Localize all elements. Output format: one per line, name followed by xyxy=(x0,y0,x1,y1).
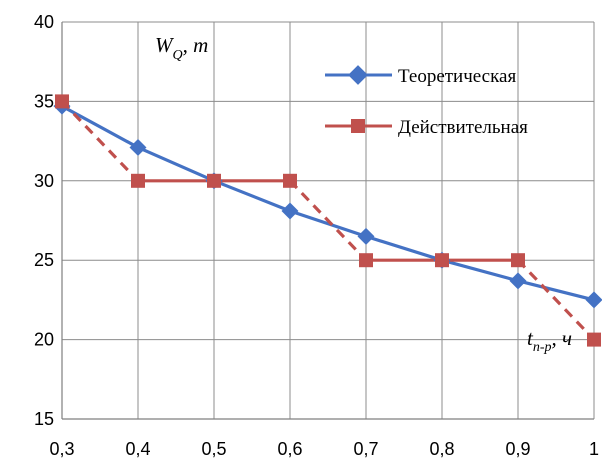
x-tick-label: 0,7 xyxy=(353,439,378,459)
point-actual xyxy=(435,253,449,268)
legend-square-marker xyxy=(351,119,365,133)
y-tick-label: 30 xyxy=(34,171,54,191)
x-tick-label: 0,3 xyxy=(49,439,74,459)
point-theoretical xyxy=(129,138,147,156)
point-actual xyxy=(207,173,221,188)
point-actual xyxy=(283,173,297,188)
point-theoretical xyxy=(509,272,527,290)
series-segment-actual xyxy=(60,100,140,182)
y-tick-label: 35 xyxy=(34,91,54,111)
series-line-theoretical xyxy=(61,104,595,302)
point-actual xyxy=(359,253,373,268)
legend-item-theoretical: Теоретическая xyxy=(325,65,516,87)
legend-label: Теоретическая xyxy=(398,66,516,87)
x-axis-label: tn-p, ч xyxy=(527,326,572,355)
legend-label: Действительная xyxy=(398,117,528,138)
x-tick-label: 0,4 xyxy=(125,439,150,459)
point-actual xyxy=(587,332,601,347)
x-tick-label: 1 xyxy=(589,439,599,459)
point-actual xyxy=(55,94,69,109)
point-theoretical xyxy=(281,202,299,220)
axes xyxy=(61,22,594,420)
series-layer xyxy=(53,94,602,347)
point-theoretical xyxy=(585,291,602,309)
point-theoretical xyxy=(357,227,375,245)
point-actual xyxy=(511,253,525,268)
legend: Теоретическая Действительная xyxy=(325,65,528,138)
x-tick-label: 0,5 xyxy=(201,439,226,459)
tick-labels: 15 20 25 30 35 40 0,3 0,4 0,5 0,6 0,7 0,8 0,9 1 xyxy=(34,12,599,459)
y-tick-label: 20 xyxy=(34,330,54,350)
legend-diamond-marker xyxy=(348,65,368,85)
x-tick-label: 0,8 xyxy=(429,439,454,459)
series-segment-actual xyxy=(288,179,368,262)
point-actual xyxy=(131,173,145,188)
y-tick-label: 25 xyxy=(34,250,54,270)
y-tick-label: 40 xyxy=(34,12,54,32)
legend-item-actual: Действительная xyxy=(325,117,528,138)
y-tick-label: 15 xyxy=(34,409,54,429)
y-axis-label: WQ, m xyxy=(155,33,208,63)
series-segment-actual xyxy=(516,259,596,341)
x-tick-label: 0,6 xyxy=(277,439,302,459)
x-tick-label: 0,9 xyxy=(505,439,530,459)
